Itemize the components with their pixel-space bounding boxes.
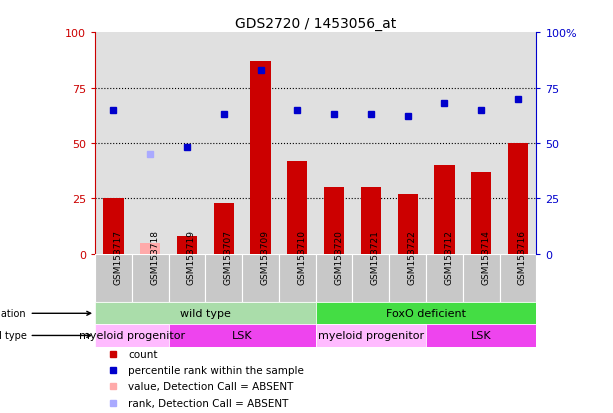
- Text: GSM153709: GSM153709: [261, 229, 270, 284]
- Text: myeloid progenitor: myeloid progenitor: [318, 331, 424, 341]
- Bar: [251, 62, 271, 254]
- Bar: [316, 254, 352, 302]
- Bar: [95, 254, 132, 302]
- Bar: [169, 254, 205, 302]
- Bar: [132, 254, 169, 302]
- Text: wild type: wild type: [180, 309, 230, 318]
- Text: LSK: LSK: [232, 331, 253, 341]
- Bar: [500, 254, 536, 302]
- Bar: [214, 203, 234, 254]
- Bar: [177, 236, 197, 254]
- Bar: [463, 254, 500, 302]
- Text: value, Detection Call = ABSENT: value, Detection Call = ABSENT: [128, 382, 294, 392]
- Bar: [508, 144, 528, 254]
- Bar: [316, 302, 536, 325]
- Text: FoxO deficient: FoxO deficient: [386, 309, 466, 318]
- Text: genotype/variation: genotype/variation: [0, 309, 91, 318]
- Bar: [279, 254, 316, 302]
- Bar: [435, 166, 455, 254]
- Bar: [471, 172, 492, 254]
- Bar: [324, 188, 345, 254]
- Text: GSM153707: GSM153707: [224, 229, 233, 284]
- Bar: [426, 254, 463, 302]
- Text: GSM153717: GSM153717: [113, 229, 123, 284]
- Bar: [316, 325, 426, 347]
- Text: rank, Detection Call = ABSENT: rank, Detection Call = ABSENT: [128, 398, 289, 408]
- Text: LSK: LSK: [471, 331, 492, 341]
- Text: GSM153719: GSM153719: [187, 229, 196, 284]
- Text: GSM153718: GSM153718: [150, 229, 159, 284]
- Text: GSM153714: GSM153714: [481, 229, 490, 284]
- Text: myeloid progenitor: myeloid progenitor: [78, 331, 185, 341]
- Bar: [95, 302, 316, 325]
- Text: cell type: cell type: [0, 331, 91, 341]
- Text: GSM153721: GSM153721: [371, 229, 380, 284]
- Bar: [287, 161, 307, 254]
- Text: GSM153720: GSM153720: [334, 229, 343, 284]
- Text: GSM153712: GSM153712: [444, 229, 454, 284]
- Text: count: count: [128, 349, 158, 359]
- Bar: [352, 254, 389, 302]
- Bar: [169, 325, 316, 347]
- Bar: [360, 188, 381, 254]
- Bar: [140, 243, 161, 254]
- Text: GSM153716: GSM153716: [518, 229, 527, 284]
- Bar: [95, 325, 169, 347]
- Title: GDS2720 / 1453056_at: GDS2720 / 1453056_at: [235, 17, 397, 31]
- Text: GSM153710: GSM153710: [297, 229, 306, 284]
- Bar: [426, 325, 536, 347]
- Bar: [205, 254, 242, 302]
- Bar: [242, 254, 279, 302]
- Text: GSM153722: GSM153722: [408, 229, 417, 284]
- Bar: [397, 195, 418, 254]
- Bar: [103, 199, 124, 254]
- Bar: [389, 254, 426, 302]
- Text: percentile rank within the sample: percentile rank within the sample: [128, 366, 304, 375]
